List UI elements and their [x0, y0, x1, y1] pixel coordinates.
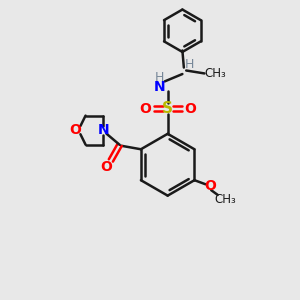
Text: S: S — [162, 101, 173, 116]
Text: H: H — [155, 71, 164, 84]
Text: N: N — [98, 123, 109, 137]
Text: CH₃: CH₃ — [214, 193, 236, 206]
Text: CH₃: CH₃ — [205, 67, 226, 80]
Text: H: H — [185, 58, 194, 70]
Text: O: O — [69, 123, 81, 137]
Text: O: O — [140, 102, 152, 116]
Text: O: O — [184, 102, 196, 116]
Text: N: N — [154, 80, 165, 94]
Text: O: O — [204, 179, 216, 193]
Text: O: O — [100, 160, 112, 174]
